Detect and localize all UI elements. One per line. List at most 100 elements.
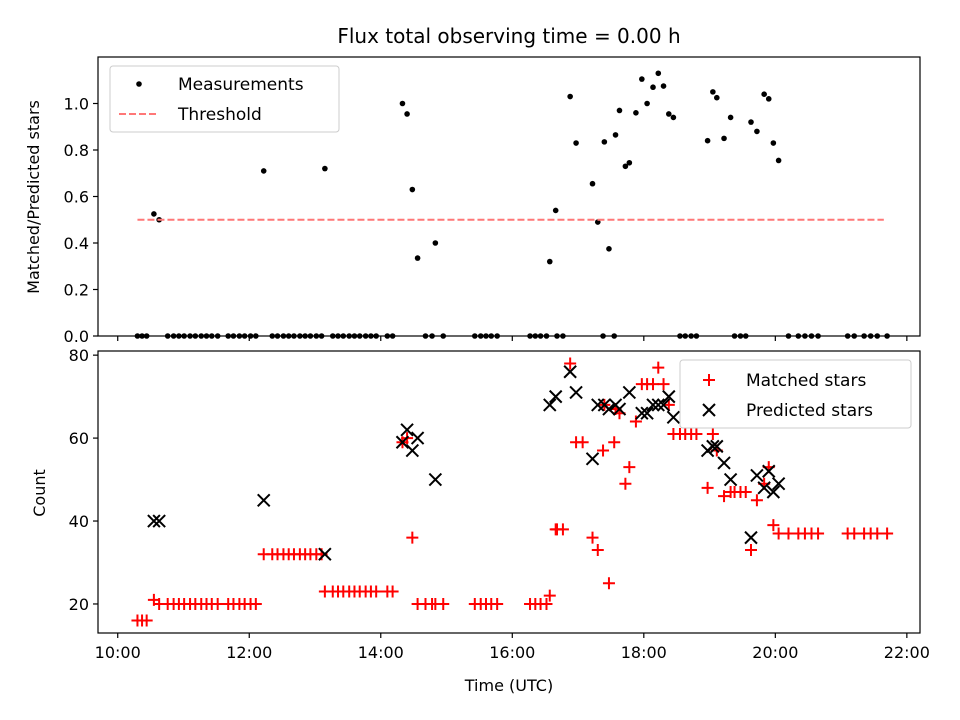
legend-predicted-marker <box>702 403 716 417</box>
measurement-point <box>714 94 720 101</box>
measurement-point <box>567 93 573 100</box>
measurement-point <box>573 140 579 146</box>
legend-matched-label: Matched stars <box>746 371 866 391</box>
measurement-point <box>770 140 777 146</box>
bottom-x-axis-label: Time (UTC) <box>464 676 553 695</box>
top-y-tick-label: 0.0 <box>64 327 89 346</box>
legend-measurements-label: Measurements <box>178 75 304 95</box>
predicted-stars-point <box>744 530 758 545</box>
matched-stars-point <box>629 415 642 428</box>
predicted-stars-point <box>762 464 776 478</box>
measurement-point <box>589 180 596 187</box>
measurement-point <box>670 114 677 121</box>
predicted-stars-point <box>602 402 616 416</box>
predicted-stars-point <box>591 398 605 412</box>
predicted-stars-point <box>640 406 654 420</box>
top-y-tick-label: 0.8 <box>64 141 89 160</box>
bottom-legend: Matched stars Predicted stars <box>679 359 912 429</box>
top-y-axis: 0.0 0.2 0.4 0.6 0.8 1.0 <box>64 95 98 346</box>
predicted-stars-point <box>543 398 557 412</box>
predicted-stars-point <box>706 439 720 454</box>
top-y-axis-label: Matched/Predicted stars <box>24 100 43 294</box>
predicted-stars-point <box>563 365 577 379</box>
predicted-stars-point <box>548 389 563 404</box>
top-legend: Measurements Threshold <box>109 65 340 133</box>
top-chart-title: Flux total observing time = 0.00 h <box>337 24 680 48</box>
measurement-point <box>612 132 619 138</box>
matched-stars-point <box>602 577 615 590</box>
bottom-x-axis: 10:00 12:00 14:00 16:00 18:00 20:00 22:00 <box>95 633 930 662</box>
predicted-stars-point <box>152 514 166 528</box>
matched-stars-point <box>543 589 556 602</box>
matched-stars-point <box>140 614 153 627</box>
predicted-stars-point <box>318 547 332 561</box>
matched-stars-point <box>370 585 383 598</box>
measurement-point <box>660 83 667 89</box>
measurement-point <box>765 96 772 102</box>
bot-x-tick-label: 12:00 <box>226 643 272 662</box>
matched-stars-point <box>657 378 670 391</box>
matched-stars-point <box>690 427 703 440</box>
matched-stars-point <box>437 597 450 610</box>
measurement-point <box>622 163 629 170</box>
measurement-point <box>665 111 672 117</box>
measurement-point <box>727 114 734 121</box>
predicted-stars-point <box>569 385 583 400</box>
top-y-tick-label: 0.6 <box>64 188 89 207</box>
matched-stars-point <box>881 527 894 540</box>
matched-stars-point <box>597 444 610 457</box>
matched-stars-point <box>556 523 569 536</box>
bot-y-tick-label: 60 <box>69 429 89 448</box>
predicted-stars-point <box>766 485 781 499</box>
top-plot-frame <box>97 56 921 337</box>
bot-x-tick-label: 10:00 <box>95 643 141 662</box>
measurement-point <box>601 139 608 145</box>
predicted-stars-point <box>646 398 660 412</box>
predicted-stars-point <box>635 406 649 420</box>
bot-x-tick-label: 20:00 <box>752 643 798 662</box>
top-y-tick-label: 0.2 <box>64 281 89 300</box>
measurement-point <box>704 137 711 144</box>
predicted-stars-point <box>771 476 786 491</box>
matched-stars-point <box>744 544 757 557</box>
predicted-stars-point <box>750 468 764 483</box>
bot-x-tick-label: 18:00 <box>621 643 667 662</box>
predicted-stars-point <box>395 435 410 449</box>
measurement-point <box>655 70 662 77</box>
legend-predicted-label: Predicted stars <box>746 401 873 421</box>
bottom-y-axis: 20 40 60 80 <box>69 346 98 614</box>
matched-stars-point <box>491 597 504 610</box>
matched-stars-point <box>576 436 589 449</box>
matched-stars-point <box>586 531 599 544</box>
predicted-stars-point <box>400 423 414 437</box>
top-legend-box <box>109 65 340 133</box>
matched-stars-point <box>750 494 763 507</box>
legend-threshold-label: Threshold <box>177 105 262 125</box>
top-y-tick-label: 1.0 <box>64 95 89 114</box>
predicted-stars-point <box>710 439 724 454</box>
measurement-point <box>432 240 439 246</box>
matched-stars-point <box>211 597 224 610</box>
matched-stars-point <box>619 477 632 490</box>
measurement-point <box>721 135 727 142</box>
measurement-point <box>606 246 612 252</box>
legend-measurements-marker <box>136 81 142 87</box>
measurement-point <box>754 128 760 135</box>
bottom-legend-box <box>679 359 912 429</box>
matched-stars-point <box>591 544 604 557</box>
predicted-stars-point <box>656 398 671 412</box>
measurement-point <box>633 110 639 116</box>
predicted-stars-point <box>257 493 271 508</box>
measurement-point <box>414 255 421 261</box>
matched-stars-point <box>249 597 262 610</box>
measurement-point <box>626 159 633 166</box>
matched-stars-point <box>701 481 714 494</box>
predicted-stars-point <box>405 443 420 458</box>
matched-stars-point <box>386 585 399 598</box>
predicted-stars-point <box>612 402 627 416</box>
measurement-point <box>710 89 716 95</box>
measurement-point <box>616 107 623 114</box>
predicted-stars-point <box>757 481 771 495</box>
predicted-stars-point <box>428 472 443 487</box>
bottom-y-axis-label: Count <box>30 469 49 517</box>
